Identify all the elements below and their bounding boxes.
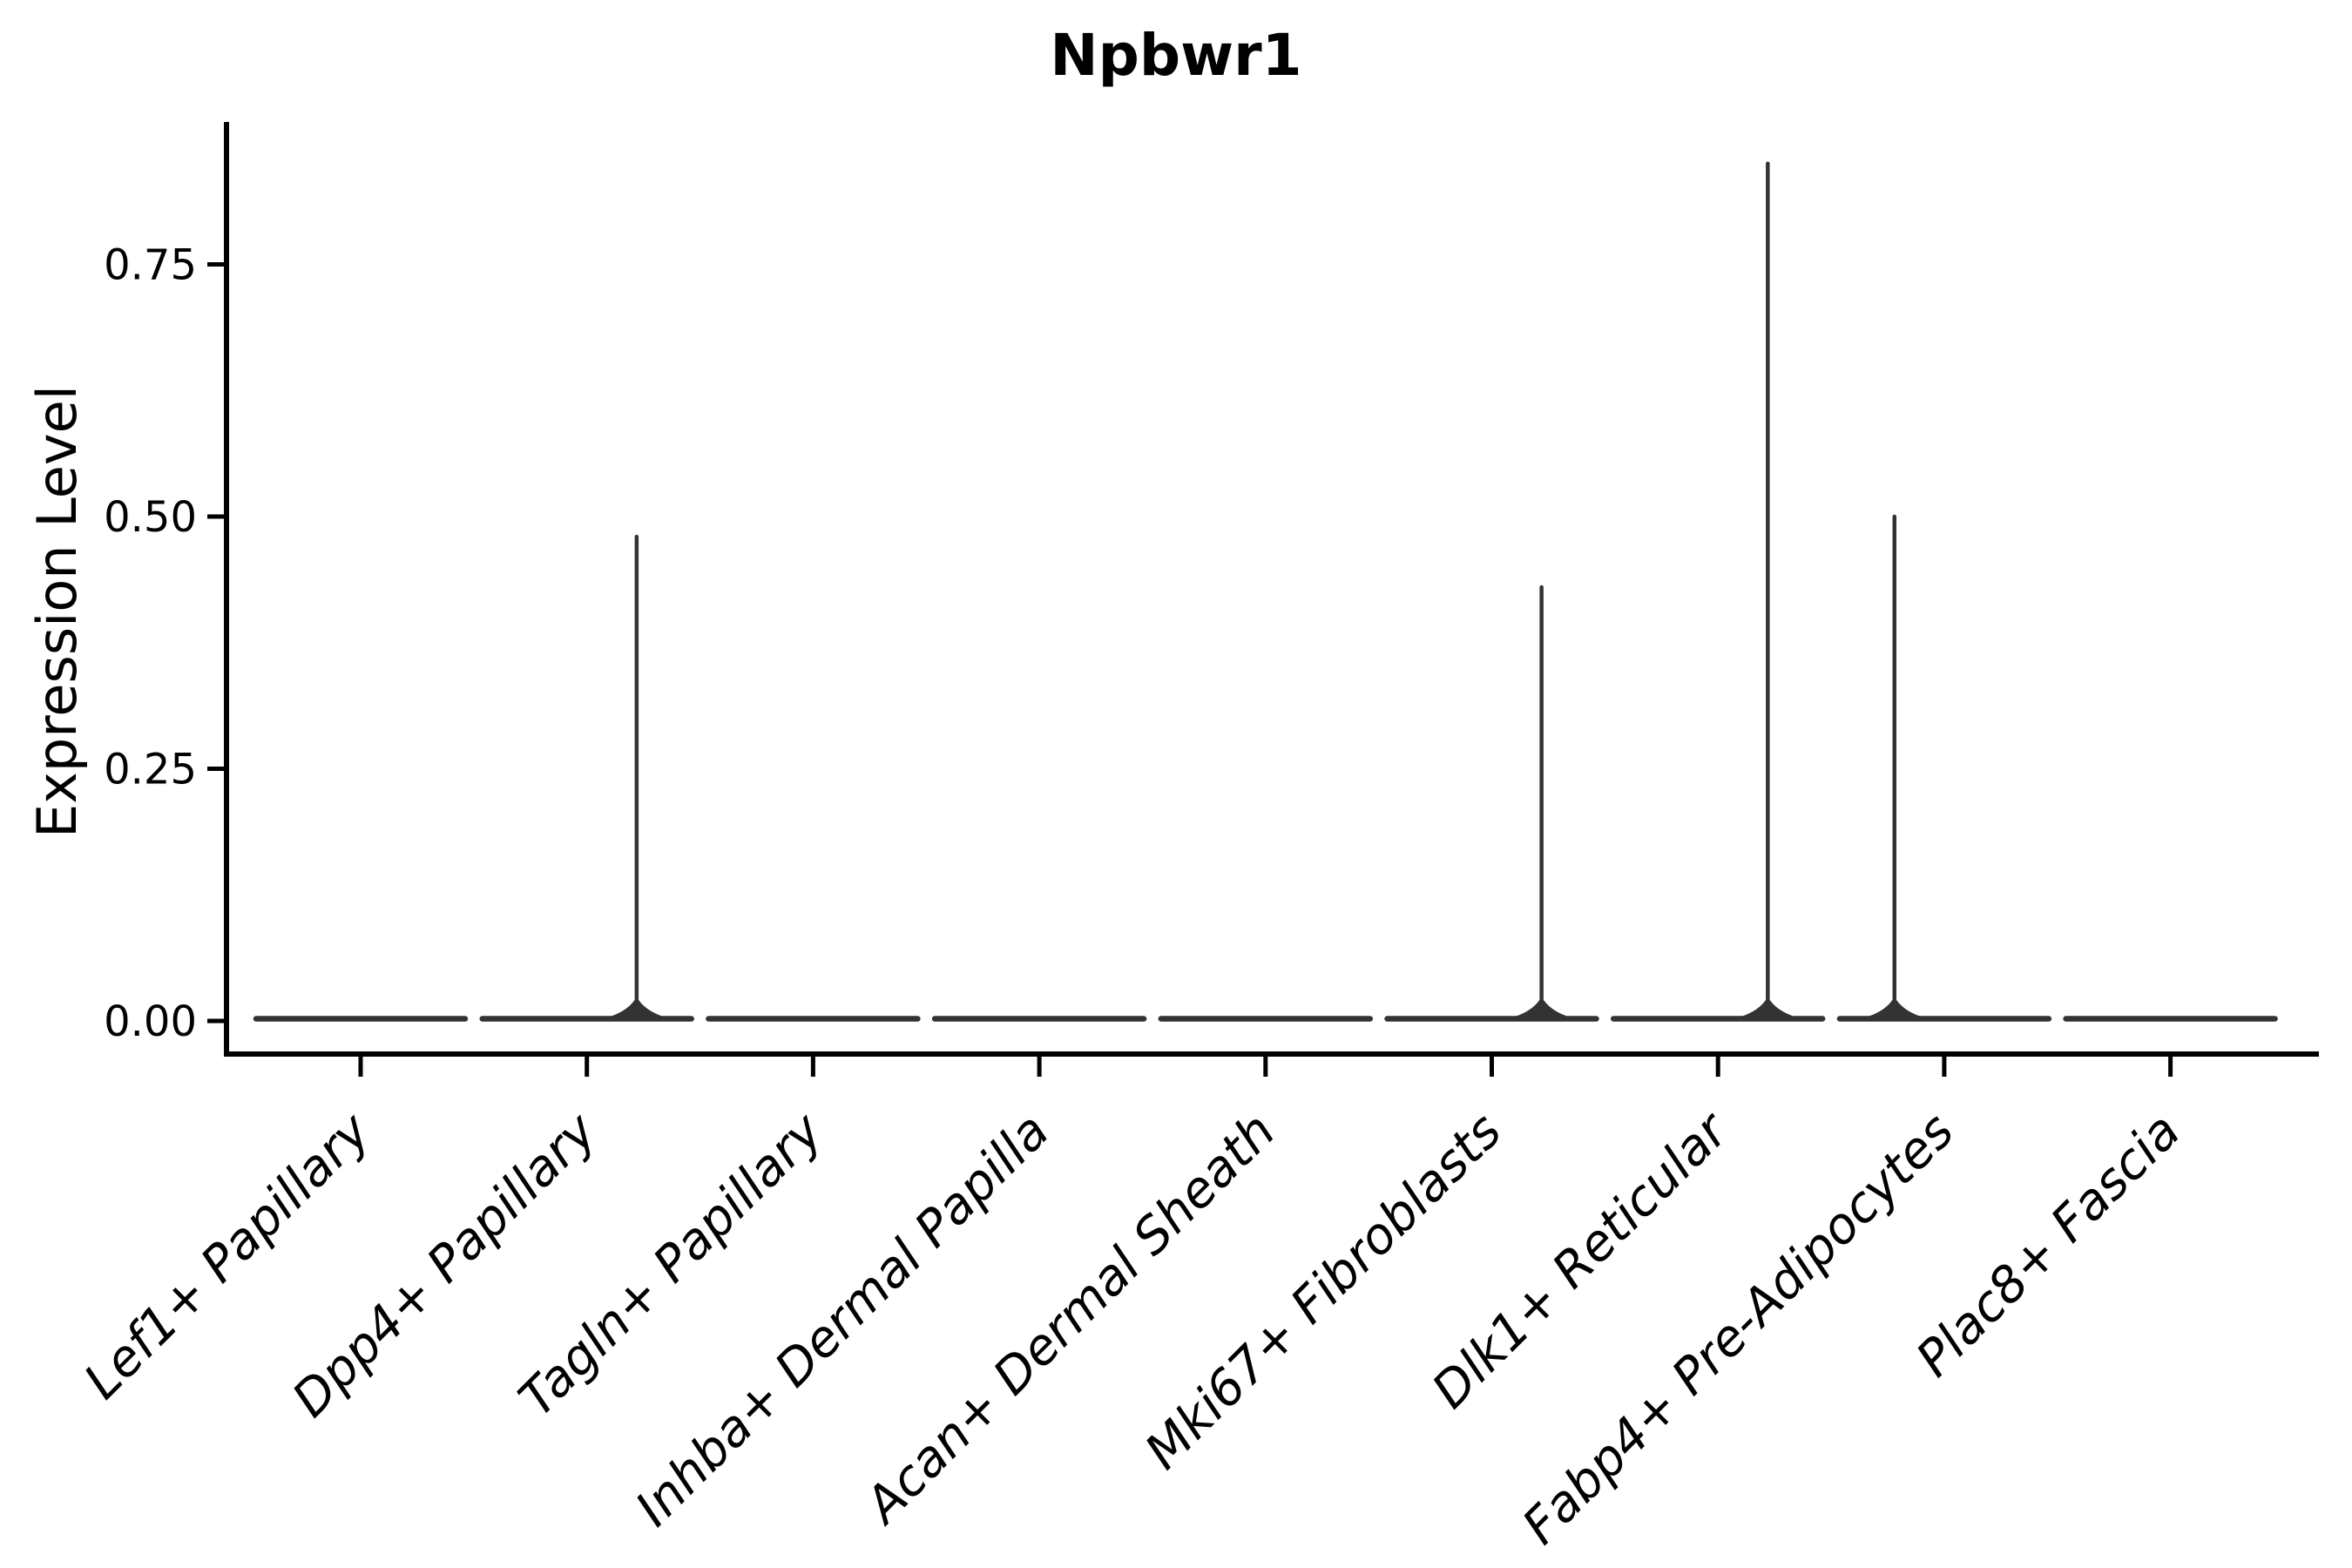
- y-tick-label-3: 0.75: [104, 240, 197, 289]
- y-tick-label-0: 0.00: [104, 997, 197, 1046]
- y-tick-label-1: 0.25: [104, 745, 197, 794]
- chart-title: Npbwr1: [1050, 22, 1302, 89]
- y-tick-label-2: 0.50: [104, 493, 197, 542]
- x-axis-label-7: Fabp4+ Pre-Adipocytes: [1511, 1102, 1964, 1555]
- x-axis-label-4: Acan+ Dermal Sheath: [852, 1102, 1286, 1536]
- x-axis-label-3: Inhba+ Dermal Papilla: [625, 1102, 1060, 1538]
